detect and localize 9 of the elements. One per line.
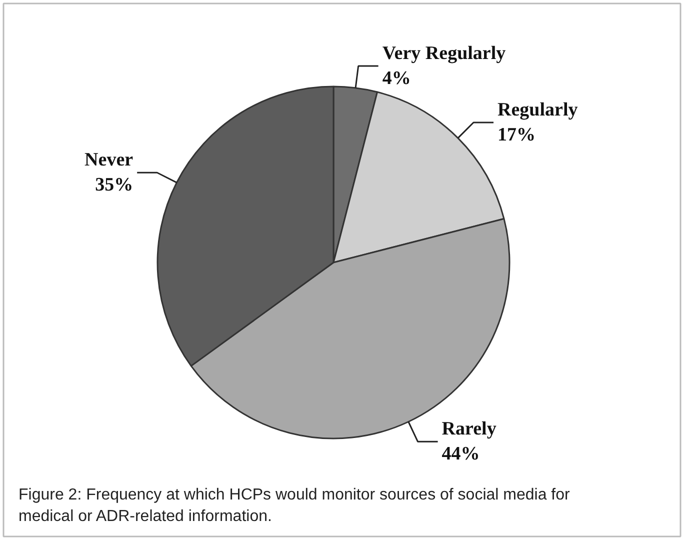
data-label: 17% [498, 124, 536, 146]
slice-label: Rarely [442, 418, 497, 440]
data-label: 35% [95, 174, 134, 196]
data-label: 4% [382, 68, 411, 90]
caption: Figure 2: Frequency at which HCPs would monitor sources of social media for medical or ADR-related information. [18, 486, 571, 525]
slice-label: Never [84, 150, 134, 171]
slice-label: Regularly [498, 99, 578, 120]
data-label: 44% [442, 444, 480, 465]
slice-label: Very Regularly [382, 42, 506, 64]
